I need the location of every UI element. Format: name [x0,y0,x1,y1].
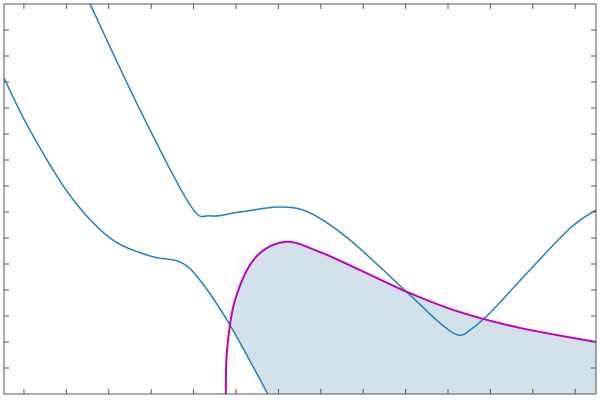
series-line-1 [89,4,596,337]
series-line-2 [4,77,269,394]
series-line-3 [224,240,596,394]
shaded-region [230,241,596,394]
plot-frame [3,3,597,395]
